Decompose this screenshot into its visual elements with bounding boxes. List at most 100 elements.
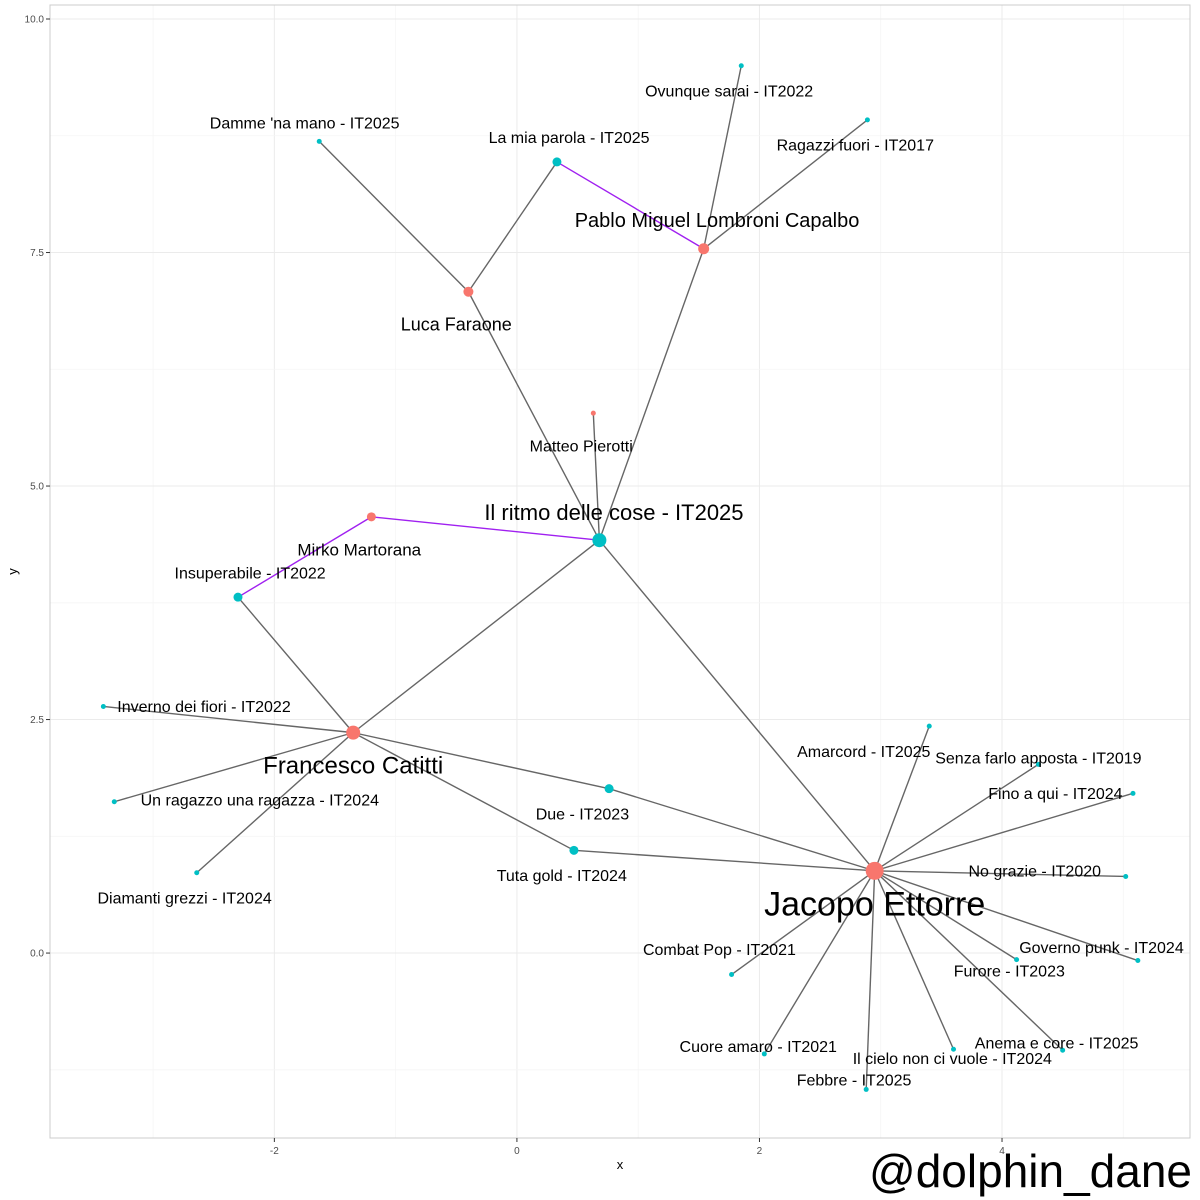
x-axis-title: x (617, 1157, 624, 1172)
node-labels: Jacopo Ettorre Francesco Catitti Pablo Mig… (97, 84, 1183, 1090)
y-tick-label: 10.0 (25, 15, 45, 26)
edge (352, 539, 600, 734)
edge (874, 725, 930, 872)
y-tick-label: 5.0 (30, 482, 44, 493)
edge (598, 539, 876, 872)
edge (114, 731, 354, 803)
artist-node[interactable] (346, 725, 361, 740)
node-label: Diamanti grezzi - IT2024 (97, 891, 271, 908)
edge (103, 705, 354, 734)
node-label: Due - IT2023 (536, 806, 629, 823)
song-node[interactable] (926, 723, 932, 729)
edge (467, 161, 558, 293)
node-label: La mia parola - IT2025 (489, 130, 650, 147)
edge (874, 870, 1126, 878)
edge (874, 792, 1134, 872)
edge (874, 870, 1064, 1051)
node-label: Governo punk - IT2024 (1019, 940, 1184, 957)
node-label: Amarcord - IT2025 (797, 744, 930, 761)
x-tick-label: 0 (514, 1146, 520, 1157)
node-label: Il cielo non ci vuole - IT2024 (853, 1051, 1052, 1068)
song-node[interactable] (604, 784, 614, 794)
song-node[interactable] (1135, 958, 1141, 964)
song-node[interactable] (1060, 1047, 1066, 1053)
node-label: Anema e core - IT2025 (975, 1035, 1139, 1052)
song-node[interactable] (761, 1051, 767, 1057)
edge (353, 731, 610, 790)
song-node[interactable] (951, 1046, 957, 1052)
node-label: Mirko Martorana (297, 540, 421, 559)
song-node[interactable] (864, 117, 870, 123)
song-node[interactable] (729, 972, 735, 978)
edge (352, 732, 575, 851)
artist-node[interactable] (366, 512, 376, 522)
song-node[interactable] (1123, 873, 1129, 879)
node-label: Ragazzi fuori - IT2017 (777, 138, 935, 155)
y-axis-title: y (5, 568, 20, 575)
watermark-handle: @dolphin_dane (869, 1145, 1192, 1197)
song-node[interactable] (194, 870, 200, 876)
edge (874, 870, 955, 1050)
edge (702, 65, 742, 249)
song-node[interactable] (316, 138, 322, 144)
node-label: No grazie - IT2020 (969, 863, 1102, 880)
edge-highlight (237, 516, 372, 598)
artist-node[interactable] (463, 286, 474, 297)
node-label: Tuta gold - IT2024 (497, 868, 627, 885)
node-label: Ovunque sarai - IT2022 (645, 84, 813, 101)
node-label: Insuperabile - IT2022 (175, 566, 326, 583)
panel-border (49, 4, 1191, 1139)
edge (196, 732, 354, 874)
song-node[interactable] (1035, 761, 1041, 767)
edges (103, 65, 1139, 1090)
node-label: Cuore amaro - IT2021 (680, 1039, 838, 1056)
grid (50, 5, 1190, 1138)
song-node[interactable] (1130, 790, 1136, 796)
song-node[interactable] (552, 157, 562, 167)
song-node[interactable] (569, 845, 579, 855)
edge (318, 140, 469, 293)
song-node[interactable] (863, 1086, 869, 1092)
edge (592, 413, 601, 541)
x-tick-label: 2 (757, 1146, 763, 1157)
node-label: Inverno dei fiori - IT2022 (117, 699, 291, 716)
edge (237, 596, 354, 734)
node-label: Senza farlo apposta - IT2019 (935, 750, 1141, 767)
node-label: Pablo Miguel Lombroni Capalbo (575, 210, 860, 232)
y-tick-label: 2.5 (30, 715, 44, 726)
edge (874, 870, 1017, 961)
song-node[interactable] (111, 799, 117, 805)
x-tick-label: 4 (999, 1146, 1005, 1157)
node-label: Furore - IT2023 (954, 963, 1065, 980)
node-label: Fino a qui - IT2024 (988, 786, 1122, 803)
edge (874, 763, 1039, 872)
song-node[interactable] (592, 533, 607, 548)
node-label: Un ragazzo una ragazza - IT2024 (141, 792, 379, 809)
node-label: Il ritmo delle cose - IT2025 (484, 500, 743, 525)
artist-node[interactable] (698, 243, 710, 255)
edge (874, 870, 1139, 962)
edge (763, 870, 876, 1055)
nodes (100, 63, 1141, 1092)
node-label: Combat Pop - IT2021 (643, 942, 796, 959)
edge (703, 119, 868, 250)
node-label: Febbre - IT2025 (797, 1073, 912, 1090)
song-node[interactable] (738, 63, 744, 69)
edge (573, 849, 875, 872)
song-node[interactable] (100, 703, 106, 709)
edge (731, 870, 876, 976)
edge (598, 248, 705, 541)
artist-node[interactable] (590, 410, 596, 416)
node-label: Damme 'na mano - IT2025 (210, 115, 400, 132)
edge (865, 870, 876, 1090)
edge (608, 787, 875, 872)
edge-highlight (371, 516, 600, 541)
node-label: Luca Faraone (401, 315, 512, 335)
node-label: Matteo Pierotti (530, 438, 633, 455)
artist-node[interactable] (865, 861, 884, 880)
axis-ticks: -2 0 2 4 0.0 2.5 5.0 7.5 10.0 (25, 15, 1006, 1157)
song-node[interactable] (1014, 957, 1020, 963)
song-node[interactable] (233, 592, 243, 602)
